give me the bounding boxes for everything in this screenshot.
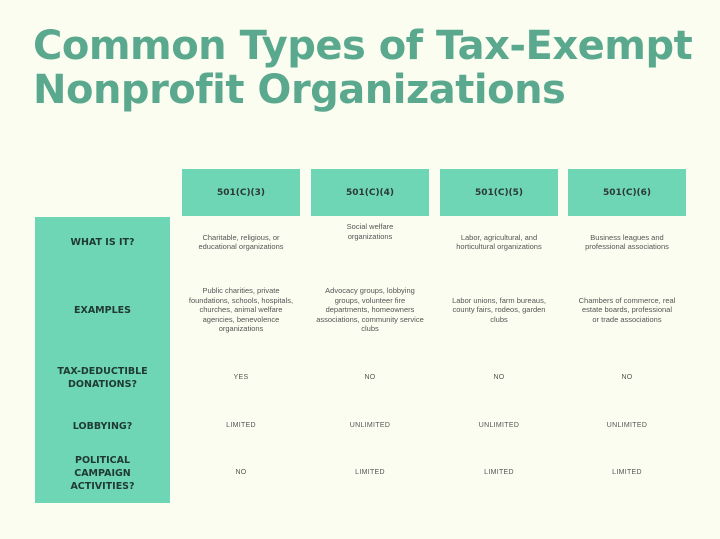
cell-what-501c3: Charitable, religious, or educational or… (198, 232, 284, 252)
cell-examples-501c4: Advocacy groups, lobbying groups, volunt… (316, 286, 424, 334)
row-label-column (35, 217, 170, 503)
column-header-501c4: 501(C)(4) (311, 169, 429, 216)
title-line-1: Common Types of Tax-Exempt (33, 23, 693, 69)
row-label-lobbying: LOBBYING? (72, 420, 133, 432)
cell-political-501c5: LIMITED (484, 469, 514, 477)
cell-lobbying-501c5: UNLIMITED (478, 422, 520, 430)
cell-tax-501c5: NO (493, 374, 505, 382)
cell-lobbying-501c4: UNLIMITED (349, 422, 391, 430)
cell-political-501c6: LIMITED (612, 469, 642, 477)
cell-examples-501c5: Labor unions, farm bureaus, county fairs… (452, 295, 546, 324)
column-header-501c5: 501(C)(5) (440, 169, 558, 216)
cell-political-501c4: LIMITED (355, 469, 385, 477)
column-header-501c3: 501(C)(3) (182, 169, 300, 216)
cell-tax-501c4: NO (364, 374, 376, 382)
row-label-examples: EXAMPLES (74, 304, 131, 316)
row-label-political: POLITICAL CAMPAIGN ACTIVITIES? (70, 454, 135, 492)
cell-political-501c3: NO (235, 469, 247, 477)
row-label-tax-deductible: TAX-DEDUCTIBLE DONATIONS? (57, 366, 148, 390)
cell-lobbying-501c3: LIMITED (226, 422, 256, 430)
column-header-501c6: 501(C)(6) (568, 169, 686, 216)
cell-what-501c4: Social welfare organizations (346, 222, 394, 241)
cell-tax-501c3: YES (233, 374, 249, 382)
cell-examples-501c6: Chambers of commerce, real estate boards… (578, 295, 676, 324)
page-title: Common Types of Tax-Exempt Nonprofit Org… (33, 23, 693, 113)
title-line-2: Nonprofit Organizations (33, 67, 566, 113)
row-label-what-is-it: WHAT IS IT? (70, 236, 135, 248)
cell-what-501c5: Labor, agricultural, and horticultural o… (456, 232, 542, 252)
cell-tax-501c6: NO (621, 374, 633, 382)
cell-examples-501c3: Public charities, private foundations, s… (188, 286, 294, 334)
cell-lobbying-501c6: UNLIMITED (606, 422, 648, 430)
cell-what-501c6: Business leagues and professional associ… (585, 232, 669, 252)
